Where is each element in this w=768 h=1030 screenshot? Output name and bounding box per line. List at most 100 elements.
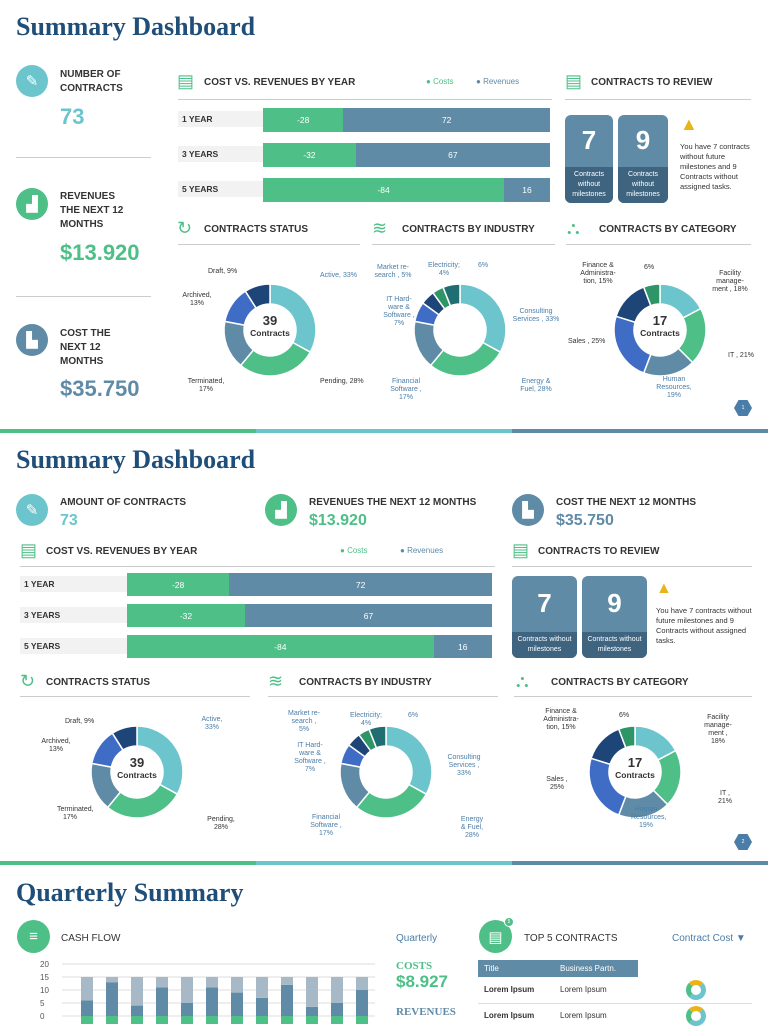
review-card[interactable]: 7 Contracts without milestones xyxy=(512,576,577,658)
value-bar xyxy=(106,982,118,1016)
card-number: 7 xyxy=(581,125,597,155)
kpi-label: REVENUES THE NEXT 12 MONTHS xyxy=(309,497,477,508)
warning-icon: ▲ xyxy=(656,580,672,597)
revenue-bar: 67 xyxy=(244,604,492,627)
value-bar xyxy=(331,1003,343,1016)
industry-donut: Consulting Services , 33% Energy & Fuel,… xyxy=(360,250,560,410)
status-donut: 39 Contracts Active, 33% Pending, 28% Ter… xyxy=(170,250,370,410)
section-title: CONTRACTS BY CATEGORY xyxy=(551,677,689,688)
page-title: Summary Dashboard xyxy=(16,12,256,41)
remaining-bar xyxy=(256,977,268,998)
cost-bar: -32 xyxy=(127,604,245,627)
slice-label: Electricity; 4% xyxy=(428,262,460,277)
base-bar xyxy=(181,1016,193,1024)
slice-label: 6% xyxy=(478,262,489,269)
value-bar xyxy=(306,1006,318,1016)
document-icon: ▤ xyxy=(565,71,583,91)
card-label: Contracts without milestones xyxy=(565,167,613,203)
cell-title: Lorem Ipsum xyxy=(484,985,535,994)
cash-icon: ≡ xyxy=(17,920,50,953)
period-selector[interactable]: Quarterly xyxy=(396,933,438,944)
document-icon: ▤ xyxy=(20,540,38,560)
review-card[interactable]: 9 Contracts without milestones xyxy=(618,115,668,203)
cost-bar: -32 xyxy=(263,143,356,167)
contract-icon: ✎ xyxy=(16,494,48,526)
revenue-bar: 72 xyxy=(343,108,550,132)
slice-label: Finance & Administra-tion, 15% xyxy=(580,262,616,285)
remaining-bar xyxy=(306,977,318,1007)
remaining-bar xyxy=(231,977,243,993)
legend-costs: ● Costs xyxy=(426,77,454,86)
kpi-value: $13.920 xyxy=(309,512,367,529)
y-tick-label: 0 xyxy=(40,1012,45,1021)
slice-label: Human Resources, 19% xyxy=(656,376,692,399)
layers-icon: ≋ xyxy=(268,671,284,691)
slice-label: 6% xyxy=(619,712,630,719)
base-bar xyxy=(256,1016,268,1024)
slice-label: Consulting Services , 33% xyxy=(447,754,481,777)
sort-dropdown[interactable]: Contract Cost ▼ xyxy=(672,933,746,944)
section-title: CASH FLOW xyxy=(61,933,121,944)
slice-label: Consulting Services , 33% xyxy=(512,308,560,323)
table-row[interactable]: Lorem Ipsum Lorem Ipsum xyxy=(478,1006,752,1030)
legend-label: Revenues xyxy=(483,77,520,86)
cashflow-chart: 0 5 10 15 20 xyxy=(40,960,375,1024)
review-card[interactable]: 9 Contracts without milestones xyxy=(582,576,647,658)
legend-label: Revenues xyxy=(407,546,444,555)
card-number: 7 xyxy=(537,588,552,618)
review-card[interactable]: 7 Contracts without milestones xyxy=(565,115,613,203)
donut-center-number: 39 xyxy=(262,313,278,328)
remaining-bar xyxy=(156,977,168,988)
kpi-value: 73 xyxy=(60,512,78,529)
donut-slice xyxy=(642,283,661,307)
section-title: CONTRACTS BY INDUSTRY xyxy=(402,224,535,235)
kpi-label: COST THE NEXT 12 MONTHS xyxy=(556,497,697,508)
revenue-bar: 16 xyxy=(433,635,492,658)
slice-label: Draft, 9% xyxy=(65,718,95,725)
slice-label: 6% xyxy=(644,264,655,271)
slice-label: Energy & Fuel, 28% xyxy=(520,378,552,393)
slice-label: Facility manage-ment , 18% xyxy=(712,270,748,293)
costs-label: COSTS xyxy=(396,960,433,972)
sort-label: Contract Cost xyxy=(672,933,734,944)
base-bar xyxy=(281,1016,293,1024)
document-icon: ▤ xyxy=(512,540,530,560)
divider-strip xyxy=(0,429,768,433)
revenue-bar: 72 xyxy=(229,573,492,596)
count-badge: 5 xyxy=(504,917,514,927)
legend-label: Costs xyxy=(347,546,368,555)
card-label: Contracts without milestones xyxy=(582,632,647,658)
warning-icon: ▲ xyxy=(680,114,698,134)
base-bar xyxy=(331,1016,343,1024)
cost-bar: -84 xyxy=(263,178,505,202)
kpi-value: $35.750 xyxy=(60,376,140,401)
slice-label: Energy & Fuel, 28% xyxy=(460,816,484,839)
slice-label: Archived, 13% xyxy=(182,292,212,307)
base-bar xyxy=(306,1016,318,1024)
slice-label: Facility manage-ment , 18% xyxy=(704,714,732,745)
base-bar xyxy=(356,1016,368,1024)
base-bar xyxy=(231,1016,243,1024)
mini-donut xyxy=(686,980,706,1000)
revenue-bar: 16 xyxy=(504,178,550,202)
value-bar xyxy=(131,1005,143,1016)
cost-chart-icon: ▙ xyxy=(16,324,48,356)
value-bar xyxy=(156,987,168,1016)
base-bar xyxy=(131,1016,143,1024)
table-row[interactable]: Lorem Ipsum Lorem Ipsum xyxy=(478,980,752,1004)
page-number: 1 xyxy=(734,400,752,416)
hierarchy-icon: ⛬ xyxy=(516,671,529,691)
cost-bar: -84 xyxy=(127,635,434,658)
slice-label: Active, 33% xyxy=(320,272,357,279)
y-tick-label: 20 xyxy=(40,960,49,969)
kpi-value: 73 xyxy=(60,104,85,129)
row-label: 3 YEARS xyxy=(178,146,263,162)
slice-label: Financial Software , 17% xyxy=(390,378,422,401)
value-bar xyxy=(281,984,293,1016)
slice-label: Terminated, 17% xyxy=(57,806,94,821)
y-tick-label: 15 xyxy=(40,973,49,982)
base-bar xyxy=(206,1016,218,1024)
legend-label: Costs xyxy=(433,77,454,86)
section-title: CONTRACTS TO REVIEW xyxy=(538,546,660,557)
slice-label: Human Resources, 19% xyxy=(631,806,667,829)
